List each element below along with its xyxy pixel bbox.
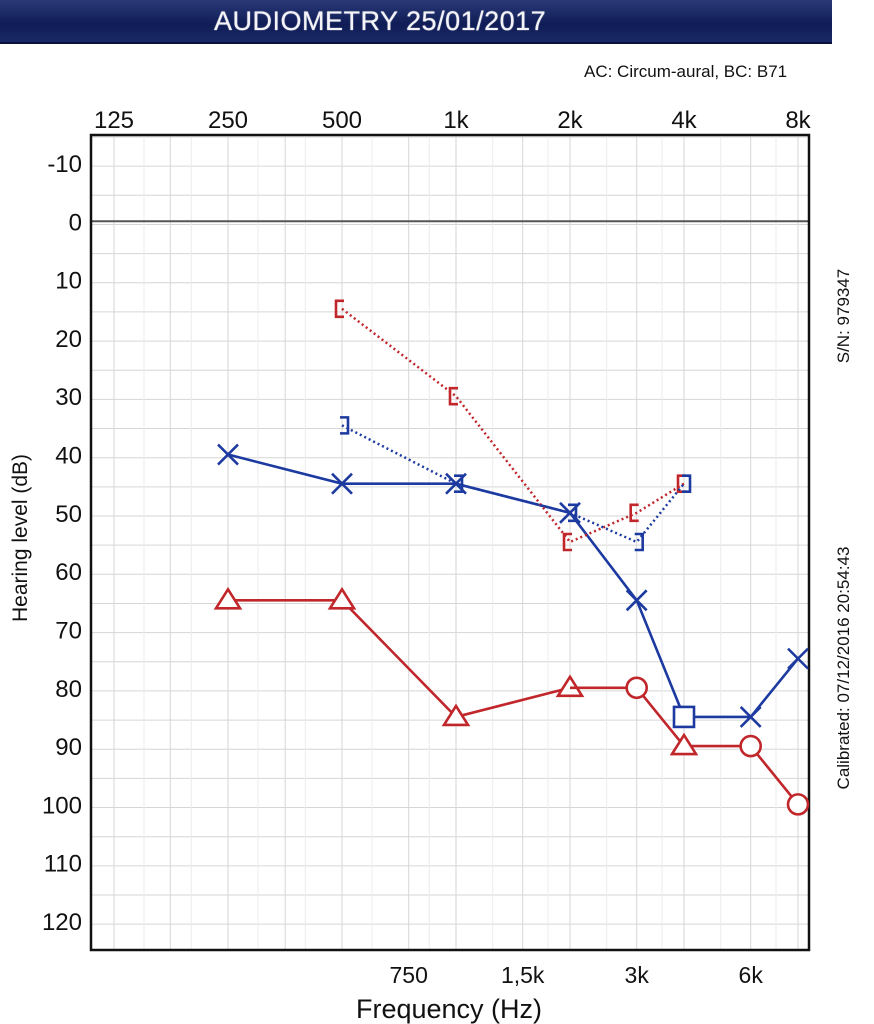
y-tick-label: 20 [55,326,82,353]
marker-square [672,705,696,729]
marker-bracket-right [568,503,578,523]
bottom-tick-label: 1,5k [501,962,545,988]
marker-bracket-right [634,532,644,552]
series-group [340,416,692,552]
y-tick-label: 10 [55,268,82,295]
marker-triangle [555,674,585,698]
top-tick-label: 2k [557,107,583,134]
marker-triangle [327,586,357,610]
page-title: AUDIOMETRY 25/01/2017 [214,6,547,36]
y-tick-label: 100 [42,792,82,819]
y-tick-label: 30 [55,384,82,411]
top-tick-label: 125 [94,107,134,134]
marker-x-stroke [739,706,762,728]
marker-bracket-right [340,416,350,435]
transducer-info: AC: Circum-aural, BC: B71 [584,62,788,81]
y-tick-label: 0 [69,209,82,236]
y-tick-label: 80 [55,676,82,703]
series-group [334,299,686,552]
marker-bracket-right [454,474,464,493]
bottom-tick-label: 750 [389,962,427,988]
series-line [341,424,685,544]
series-group [217,443,809,728]
y-tick-label: 90 [55,734,82,761]
top-tick-label: 250 [208,107,248,134]
marker-x-stroke [787,647,809,670]
marker-circle [786,793,810,816]
marker-bracket-left [562,532,572,552]
top-tick-label: 8k [785,107,811,134]
calibrated-date: Calibrated: 07/12/2016 20:54:43 [834,547,853,790]
y-tick-label: 110 [44,851,82,878]
serial-number: S/N: 979347 [834,269,853,364]
bottom-tick-label: 3k [625,962,650,988]
marker-x [217,443,239,466]
top-tick-label: 4k [671,107,697,134]
series-line [341,307,685,544]
plot-frame [89,133,811,952]
marker-triangle [441,703,471,727]
marker-x-stroke [331,472,353,495]
marker-bracket-left [448,386,458,406]
marker-bracket-right [682,474,692,493]
y-tick-label: 60 [55,559,82,586]
top-frequency-axis: 125 250 500 1k 2k 4k 8k [94,107,812,134]
bottom-frequency-axis: 750 1,5k 3k 6k [389,962,763,988]
title-bar: AUDIOMETRY 25/01/2017 [0,0,832,44]
top-tick-label: 500 [322,107,362,134]
y-tick-label: -10 [47,151,82,178]
y-axis: -10 0 10 20 30 40 50 60 70 80 90 100 110 120 [42,151,82,936]
marker-x [331,472,353,495]
marker-bracket-left [629,503,639,523]
y-tick-label: 40 [55,443,82,470]
series-group [669,732,699,756]
marker-triangle [213,586,243,610]
y-tick-label: 120 [42,909,82,936]
y-axis-label: Hearing level (dB) [9,454,32,622]
marker-x [625,589,648,612]
marker-circle [739,734,762,758]
top-tick-label: 1k [443,107,469,134]
y-tick-label: 70 [55,617,82,644]
series-line [228,599,571,719]
series-group [672,705,696,729]
series-line [227,453,800,719]
grid [91,135,809,950]
series-group [213,586,585,727]
marker-x [739,706,762,728]
bottom-tick-label: 6k [739,962,764,988]
marker-x [787,647,809,670]
series [213,299,810,816]
marker-triangle [669,732,699,756]
y-tick-label: 50 [55,501,82,528]
marker-bracket-left [334,299,344,319]
marker-x-stroke [217,443,239,466]
marker-circle [625,676,648,700]
marker-x-stroke [625,589,648,612]
x-axis-label: Frequency (Hz) [356,994,542,1024]
